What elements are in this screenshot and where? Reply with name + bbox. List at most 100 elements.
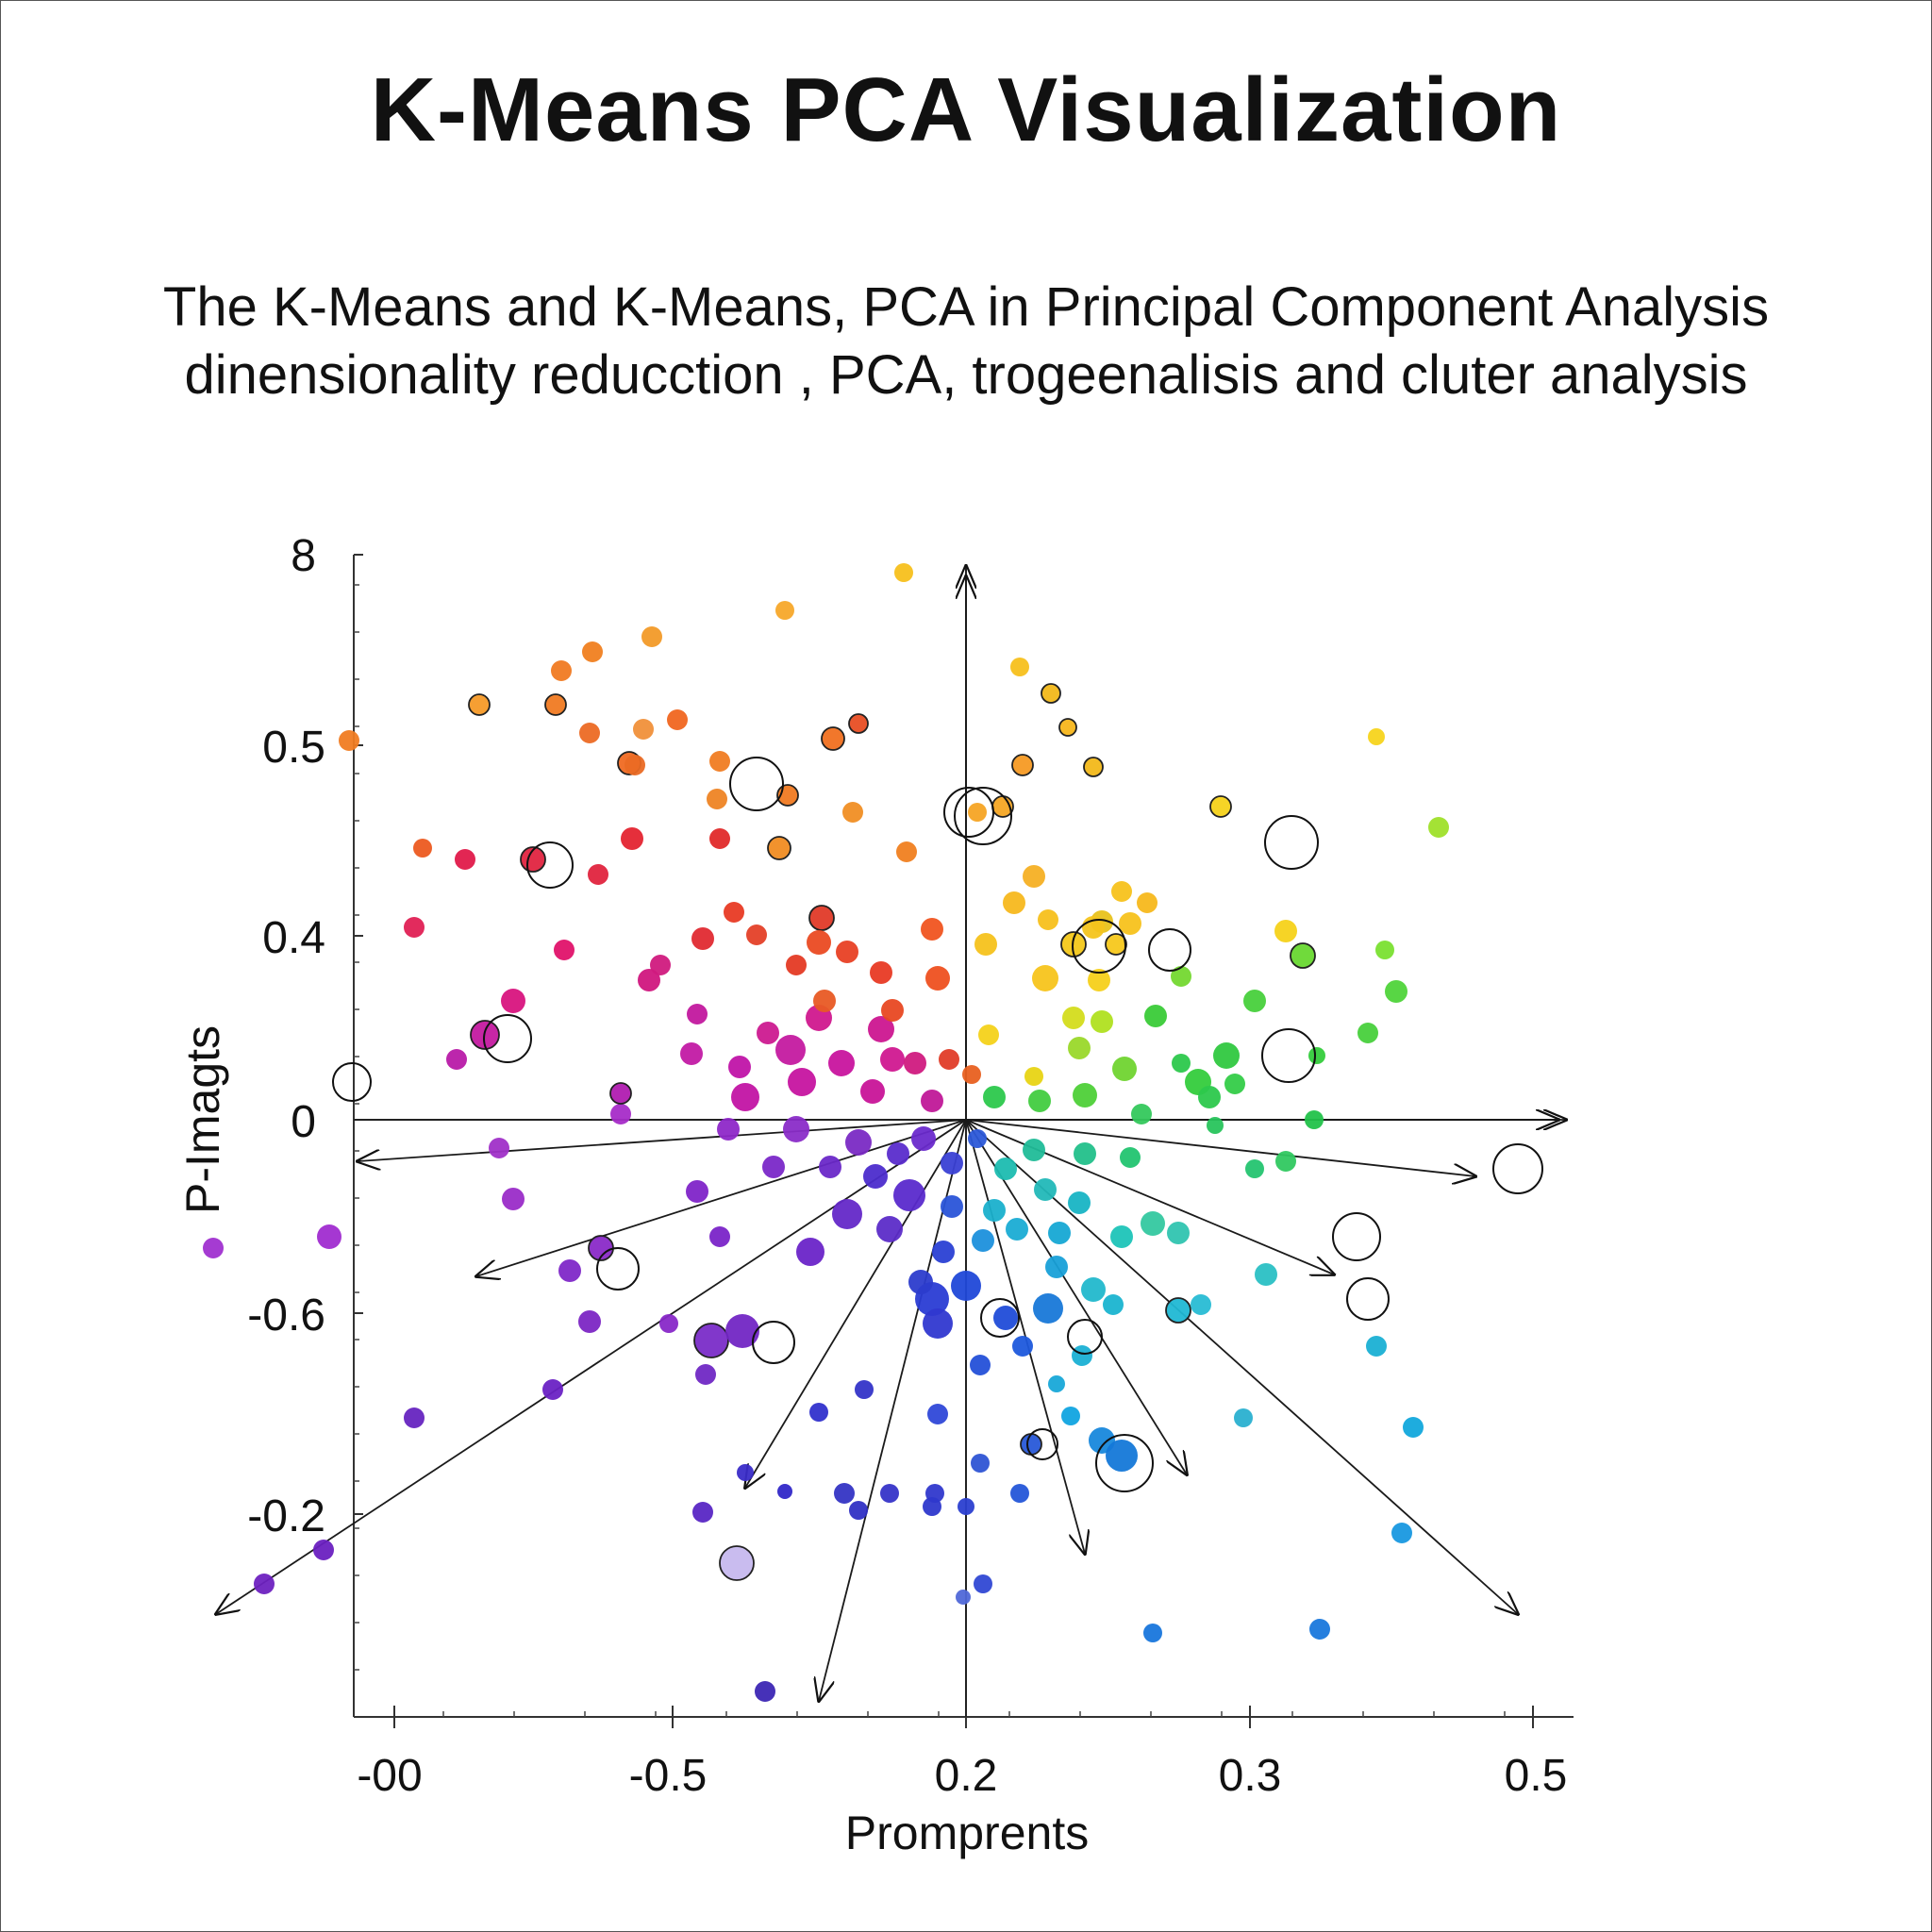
data-point — [971, 1454, 990, 1473]
data-point — [855, 1380, 874, 1399]
data-point — [1245, 1159, 1264, 1178]
data-point — [1385, 980, 1407, 1003]
data-point — [1165, 1297, 1191, 1324]
data-point — [709, 1226, 730, 1247]
data-point — [876, 1216, 903, 1242]
data-point — [1083, 757, 1104, 777]
data-point — [968, 803, 987, 822]
data-point — [1072, 1345, 1092, 1366]
data-point — [650, 955, 671, 975]
loading-vector-arrow — [358, 1119, 967, 1161]
centroid-ring — [1332, 1212, 1381, 1261]
data-point — [1309, 1619, 1330, 1640]
data-point — [1011, 754, 1034, 776]
data-point — [1131, 1104, 1152, 1124]
data-point — [860, 1079, 885, 1104]
data-point — [686, 1180, 708, 1203]
data-point — [609, 1082, 632, 1105]
data-point — [1137, 892, 1158, 913]
data-point — [313, 1540, 334, 1560]
y-tick-marks — [354, 554, 363, 1515]
data-point — [978, 1024, 999, 1045]
loading-vector-arrow — [965, 1119, 1334, 1274]
data-point — [691, 927, 714, 950]
centroid-ring — [1026, 1428, 1058, 1460]
data-point — [974, 1574, 992, 1593]
data-point — [554, 940, 575, 960]
loading-vector-arrow — [965, 1119, 1475, 1176]
data-point — [737, 1464, 754, 1481]
centroid-ring — [1261, 1028, 1316, 1083]
loading-vector-arrow — [476, 1119, 967, 1276]
data-point — [923, 1497, 941, 1516]
data-point — [783, 1116, 809, 1142]
data-point — [1275, 1151, 1296, 1172]
data-point — [983, 1199, 1006, 1222]
data-point — [709, 751, 730, 772]
data-point — [1091, 1010, 1113, 1033]
data-point — [1375, 941, 1394, 959]
data-point — [680, 1042, 703, 1065]
data-point — [1033, 1293, 1063, 1324]
data-point — [1103, 1294, 1124, 1315]
data-point — [921, 918, 943, 941]
data-point — [1024, 1067, 1043, 1086]
data-point — [767, 836, 791, 860]
data-point — [1038, 909, 1058, 930]
centroid-ring — [980, 1298, 1020, 1338]
x-tick-label: -00 — [357, 1751, 422, 1801]
data-point — [203, 1238, 224, 1258]
data-point — [868, 1016, 894, 1042]
data-point — [809, 1403, 828, 1422]
data-point — [834, 1483, 855, 1504]
data-point — [796, 1238, 824, 1266]
chart-title: K-Means PCA Visualization — [370, 59, 1562, 160]
data-point — [578, 1310, 601, 1333]
data-point — [1048, 1222, 1071, 1244]
data-point — [1144, 1005, 1167, 1027]
centroid-ring — [1264, 815, 1319, 870]
data-point — [717, 1118, 740, 1141]
data-point — [939, 1049, 959, 1070]
data-point — [863, 1164, 888, 1189]
data-point — [1023, 865, 1045, 888]
data-point — [1112, 1057, 1137, 1081]
y-tick-label: 0.4 — [262, 913, 325, 963]
data-point — [842, 802, 863, 823]
data-point — [728, 1056, 751, 1078]
data-point — [880, 1047, 905, 1072]
data-point — [404, 1407, 425, 1428]
centroid-ring — [752, 1321, 795, 1364]
centroid-ring — [526, 841, 574, 889]
centroid-ring — [1095, 1434, 1154, 1492]
centroid-ring — [954, 787, 1012, 845]
data-point — [582, 641, 603, 662]
data-point — [911, 1126, 936, 1151]
data-point — [968, 1129, 987, 1148]
data-point — [588, 864, 608, 885]
x-tick-label: 0.5 — [1505, 1751, 1568, 1801]
data-point — [755, 1681, 775, 1702]
data-point — [1110, 1225, 1133, 1248]
data-point — [881, 999, 904, 1022]
data-point — [719, 1545, 755, 1581]
data-point — [757, 1022, 779, 1044]
data-point — [693, 1323, 729, 1358]
centroid-ring — [1148, 928, 1191, 972]
y-tick-label: -0.2 — [247, 1491, 325, 1541]
data-point — [731, 1083, 759, 1111]
data-point — [317, 1224, 341, 1249]
data-point — [1428, 817, 1449, 838]
y-tick-label: 8 — [291, 531, 316, 581]
data-point — [558, 1259, 581, 1282]
data-point — [746, 924, 767, 945]
data-point — [994, 1158, 1017, 1180]
data-point — [1366, 1336, 1387, 1357]
data-point — [921, 1090, 943, 1112]
data-point — [1213, 1042, 1240, 1069]
data-point — [1167, 1222, 1190, 1244]
data-point — [932, 1241, 955, 1263]
data-point — [610, 1104, 631, 1124]
data-point — [695, 1364, 716, 1385]
